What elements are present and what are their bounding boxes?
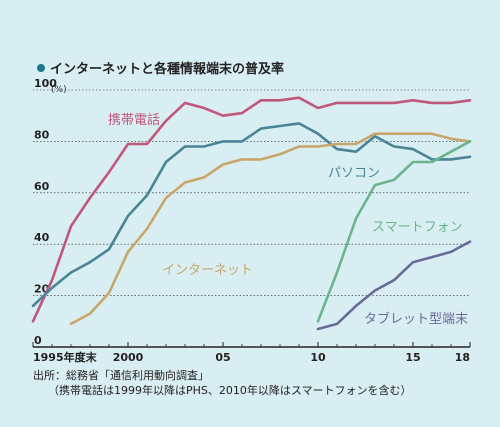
y-tick-label: 40 [34,231,50,244]
chart-title: インターネットと各種情報端末の普及率 [37,61,284,77]
y-tick-label: 60 [34,180,50,193]
series-label-0: 携帯電話 [108,112,160,128]
y-tick-label: 80 [34,128,50,141]
title-bullet-icon [37,64,45,72]
source-note: 出所：総務省「通信利用動向調査」 [33,369,209,382]
x-tick-label: 18 [455,351,470,364]
footnote: （携帯電話は1999年以降はPHS、2010年以降はスマートフォンを含む） [48,384,412,397]
series-label-3: スマートフォン [372,220,463,235]
x-tick-labels: 1995年度末 2000 05 10 15 18 [32,342,471,364]
y-tick-label: 100 [34,77,57,90]
series-line-4 [316,240,472,331]
x-tick-label: 05 [215,351,230,364]
y-tick-label: 0 [34,334,42,347]
series-line-0 [31,96,472,323]
x-tick-label: 10 [310,351,326,364]
chart-title-text: インターネットと各種情報端末の普及率 [50,61,284,77]
series-lines [31,96,472,331]
gridlines [33,89,470,296]
series-label-1: パソコン [328,166,380,181]
series-line-3 [316,140,472,323]
series-line-1 [31,122,472,308]
series-line-2 [69,132,472,326]
series-label-2: インターネット [162,263,253,278]
series-label-4: タブレット型端末 [364,311,468,327]
x-tick-label: 2000 [113,351,144,364]
x-tick-label: 15 [405,351,420,364]
x-tick-label: 1995年度末 [33,350,98,364]
